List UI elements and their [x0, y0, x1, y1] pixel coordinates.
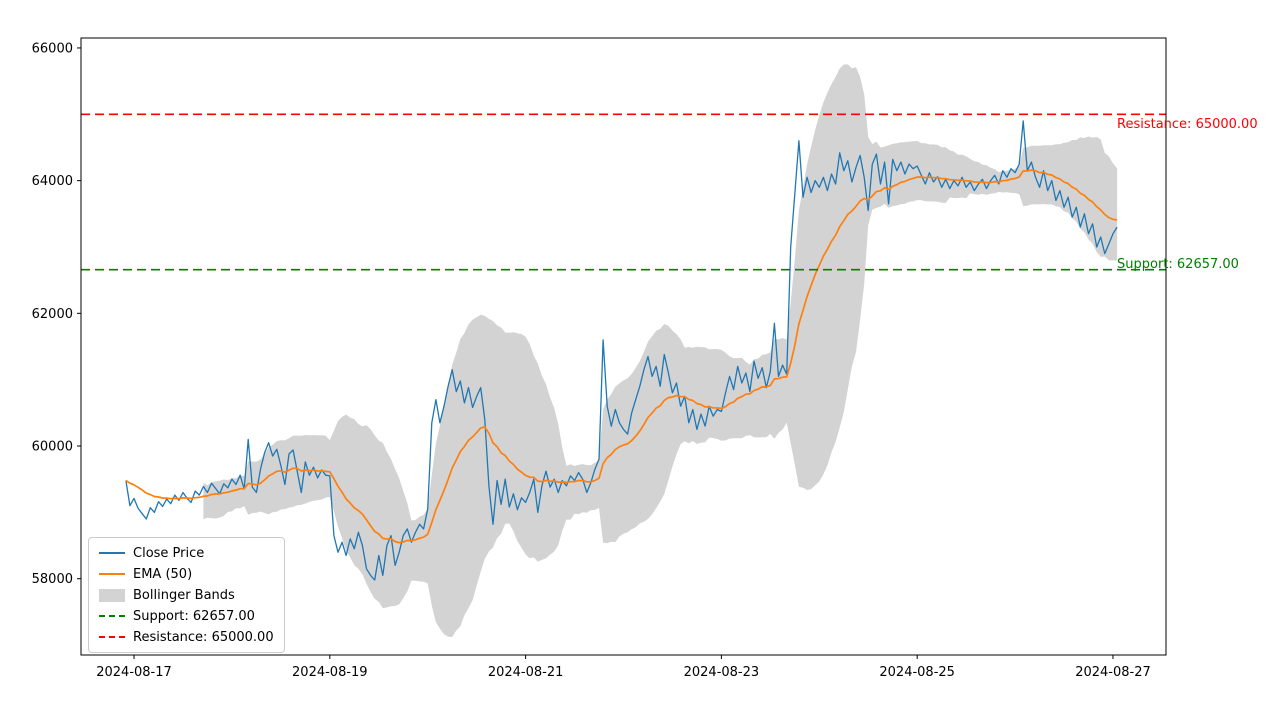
resistance-65000-00-swatch — [99, 636, 125, 638]
x-tick-label: 2024-08-17 — [96, 665, 172, 680]
legend-item-support-62657-00: Support: 62657.00 — [99, 608, 274, 624]
y-tick-label: 60000 — [32, 440, 73, 455]
legend-item-label: Close Price — [133, 545, 205, 561]
y-tick-label: 66000 — [32, 41, 73, 56]
y-tick-label: 62000 — [32, 307, 73, 322]
legend-item-close-price: Close Price — [99, 545, 274, 561]
x-tick-label: 2024-08-21 — [488, 665, 564, 680]
ema-50-swatch — [99, 573, 125, 575]
legend-item-ema-50: EMA (50) — [99, 566, 274, 582]
x-tick-label: 2024-08-27 — [1075, 665, 1151, 680]
close-price-line — [125, 120, 1118, 581]
x-tick-label: 2024-08-23 — [684, 665, 760, 680]
close-price-swatch — [99, 552, 125, 554]
bollinger-bands-swatch — [99, 588, 125, 602]
legend-item-label: Support: 62657.00 — [133, 608, 255, 624]
x-tick-label: 2024-08-19 — [292, 665, 368, 680]
chart-legend: Close Price EMA (50) Bollinger Bands Suppor… — [88, 537, 285, 653]
legend-item-resistance-65000-00: Resistance: 65000.00 — [99, 629, 274, 645]
legend-item-bollinger-bands: Bollinger Bands — [99, 587, 274, 603]
support-label: Support: 62657.00 — [1117, 257, 1239, 272]
resistance-label: Resistance: 65000.00 — [1117, 117, 1258, 132]
legend-item-label: Resistance: 65000.00 — [133, 629, 274, 645]
legend-item-label: Bollinger Bands — [133, 587, 235, 603]
legend-item-label: EMA (50) — [133, 566, 193, 582]
ema-line — [125, 169, 1118, 544]
bollinger-band-area — [203, 64, 1118, 637]
y-tick-label: 58000 — [32, 572, 73, 587]
plot-border — [80, 37, 1167, 656]
x-tick-label: 2024-08-25 — [879, 665, 955, 680]
y-tick-label: 64000 — [32, 174, 73, 189]
support-62657-00-swatch — [99, 615, 125, 617]
